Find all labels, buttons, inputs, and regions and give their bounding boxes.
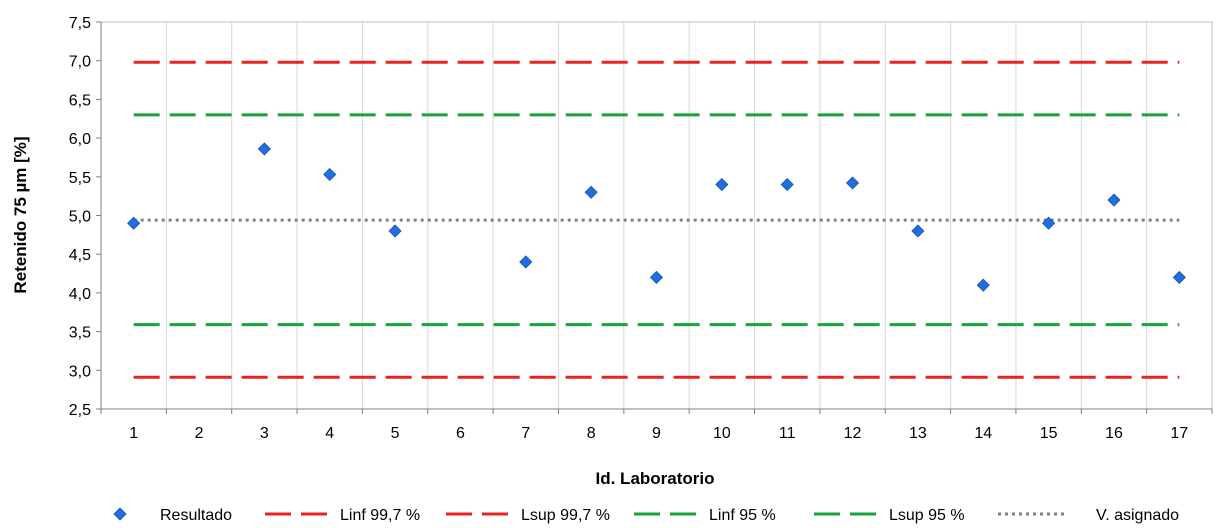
legend-label: V. asignado (1096, 507, 1179, 524)
y-tick-label: 6,5 (69, 92, 91, 109)
grid-lines (165, 22, 1148, 409)
x-tick-label: 12 (844, 425, 862, 442)
data-point (1042, 216, 1056, 230)
x-tick-label: 14 (974, 425, 992, 442)
data-point (323, 167, 337, 182)
legend: Resultado Linf 99,7 % Lsup 99,7 % Linf 95 %… (113, 507, 1179, 524)
x-tick-labels: 1 2 3 4 5 6 7 8 9 10 11 12 13 14 15 16 17 (129, 425, 1188, 442)
x-tick-label: 16 (1105, 425, 1123, 442)
legend-label: Linf 95 % (709, 507, 776, 524)
x-tick-label: 11 (779, 425, 796, 442)
legend-item: Linf 95 % (634, 507, 776, 524)
data-point (649, 270, 664, 284)
y-tick-label: 5,5 (69, 170, 91, 187)
x-axis-title: Id. Laboratorio (596, 469, 715, 488)
legend-item: Lsup 95 % (814, 507, 965, 524)
data-point (976, 278, 990, 292)
x-tick-label: 9 (652, 425, 661, 442)
legend-item: Lsup 99,7 % (446, 507, 610, 524)
data-point (845, 176, 860, 190)
y-tick-label: 4,0 (69, 286, 91, 303)
y-tick-labels: 2,5 3,0 3,5 4,0 4,5 5,0 5,5 6,0 6,5 7,0 7,5 (69, 15, 91, 419)
y-tick-label: 7,0 (69, 54, 91, 71)
legend-marker (113, 507, 127, 521)
x-tick-label: 2 (195, 425, 204, 442)
x-tick-label: 5 (391, 425, 400, 442)
legend-label: Linf 99,7 % (340, 507, 420, 524)
plot-series (127, 60, 1186, 379)
data-point (780, 177, 794, 192)
data-point (1172, 270, 1186, 284)
x-tick-label: 8 (587, 425, 596, 442)
y-axis-title: Retenido 75 µm [%] (11, 136, 30, 293)
x-tick-label: 4 (325, 425, 334, 442)
x-tick-label: 17 (1170, 425, 1188, 442)
x-tick-label: 6 (456, 425, 465, 442)
legend-item: Linf 99,7 % (265, 507, 420, 524)
legend-label: Lsup 95 % (889, 507, 965, 524)
x-tick-label: 1 (129, 425, 138, 442)
x-tick-label: 3 (260, 425, 269, 442)
y-tick-label: 3,0 (69, 363, 91, 380)
y-tick-label: 7,5 (69, 15, 91, 32)
axes (96, 21, 1213, 414)
data-point (584, 185, 598, 199)
x-tick-label: 13 (909, 425, 927, 442)
y-tick-label: 5,0 (69, 209, 91, 226)
plot-area-border (100, 21, 1213, 410)
data-point (911, 224, 925, 238)
y-tick-label: 2,5 (69, 402, 91, 419)
x-tick-label: 7 (521, 425, 530, 442)
x-tick-label: 15 (1040, 425, 1058, 442)
data-point (715, 177, 729, 192)
legend-item: V. asignado (998, 507, 1179, 524)
data-point (388, 224, 402, 238)
legend-label: Resultado (160, 507, 232, 524)
data-point (1107, 193, 1121, 207)
y-tick-label: 4,5 (69, 247, 91, 264)
legend-label: Lsup 99,7 % (521, 507, 610, 524)
y-tick-label: 6,0 (69, 131, 91, 148)
legend-item: Resultado (113, 507, 232, 524)
data-point (127, 216, 141, 230)
data-point (257, 142, 271, 156)
data-point (519, 255, 533, 269)
y-tick-label: 3,5 (69, 325, 91, 342)
x-tick-label: 10 (713, 425, 731, 442)
